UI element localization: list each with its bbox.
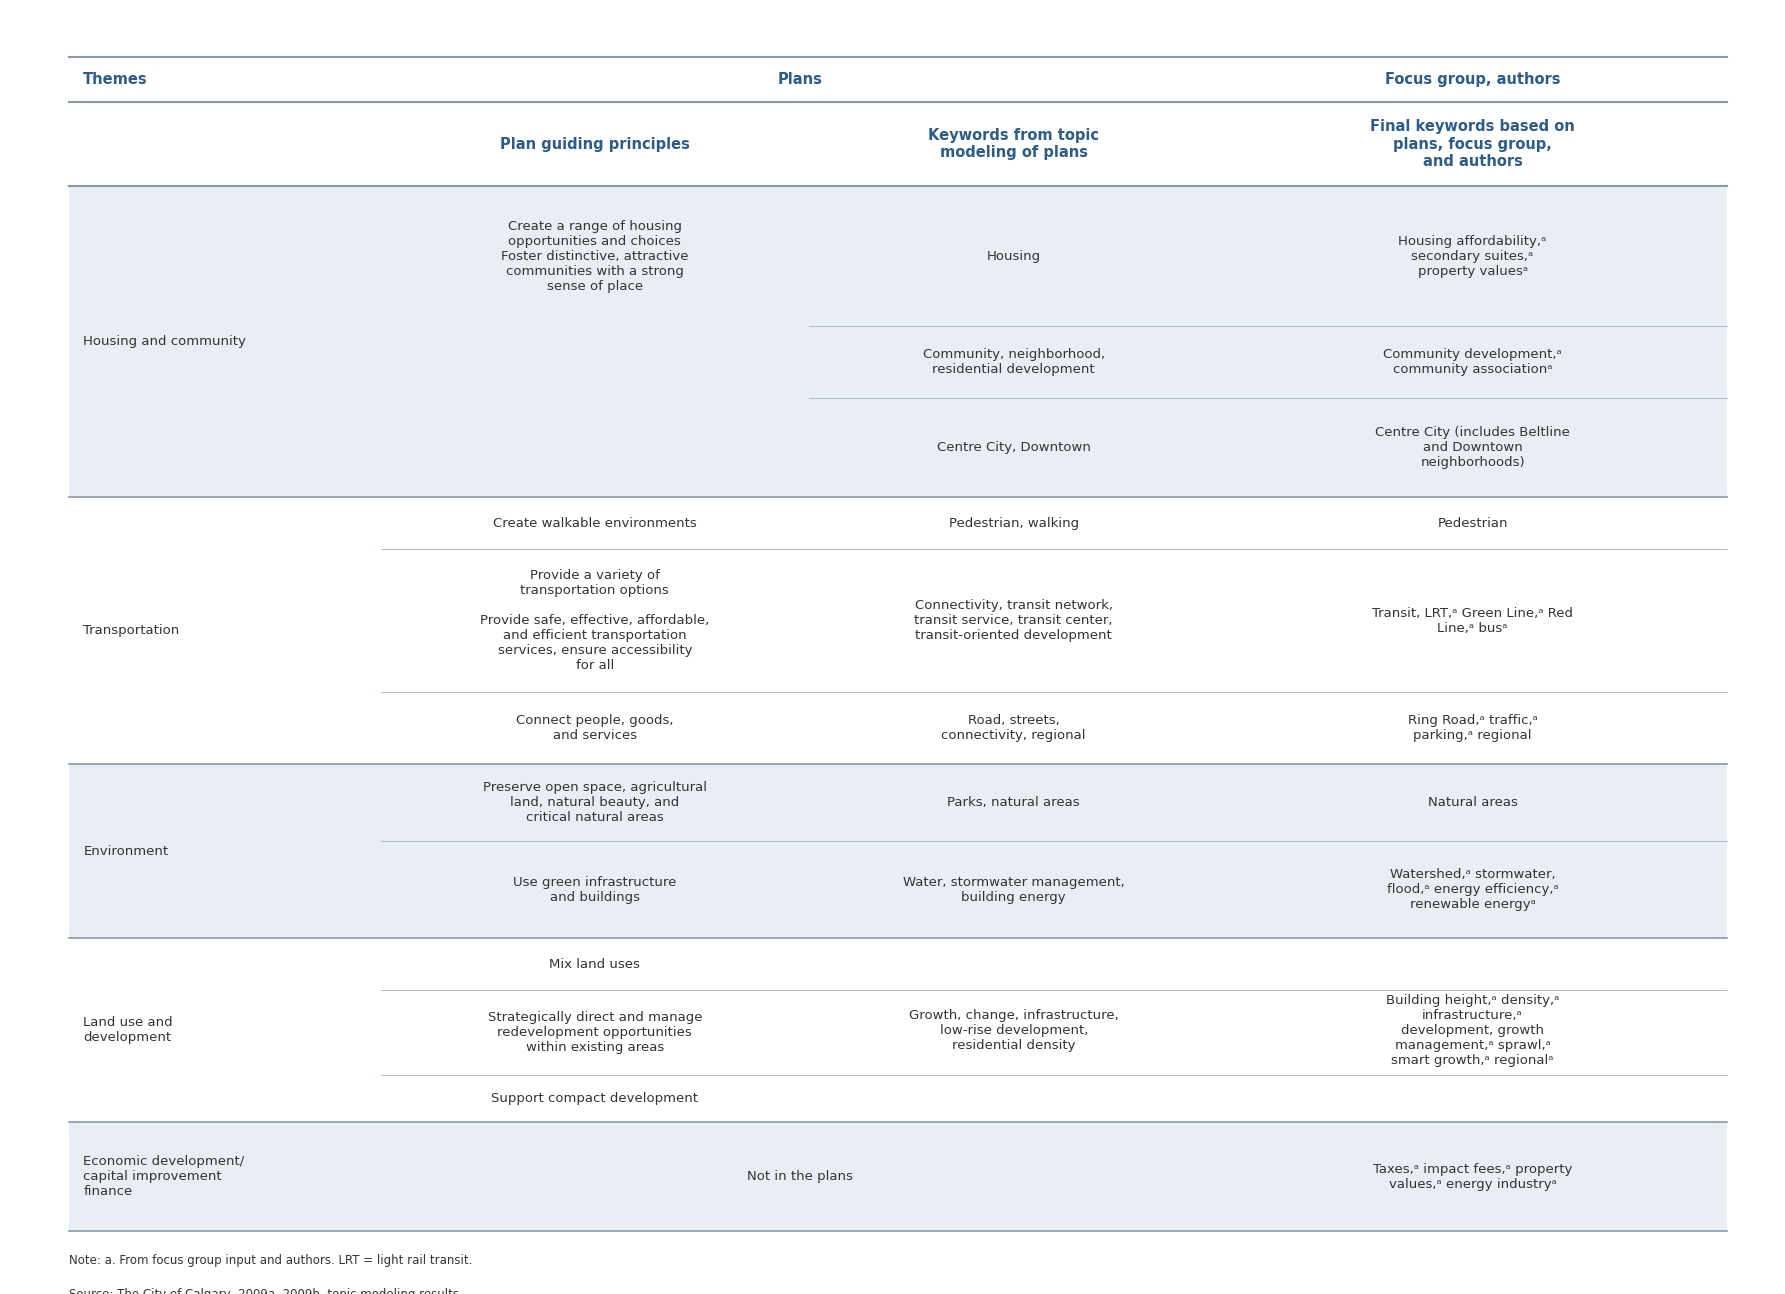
Text: Focus group, authors: Focus group, authors (1385, 72, 1560, 87)
Bar (380, 186, 809, 326)
Text: Transportation: Transportation (84, 624, 180, 637)
Bar (809, 1075, 1219, 1122)
Text: Connect people, goods,
and services: Connect people, goods, and services (516, 714, 673, 743)
Text: Watershed,ᵃ stormwater,
flood,ᵃ energy efficiency,ᵃ
renewable energyᵃ: Watershed,ᵃ stormwater, flood,ᵃ energy e… (1387, 868, 1558, 911)
Text: Ring Road,ᵃ traffic,ᵃ
parking,ᵃ regional: Ring Road,ᵃ traffic,ᵃ parking,ᵃ regional (1408, 714, 1537, 743)
Bar (809, 841, 1219, 938)
Bar (809, 186, 1219, 326)
Text: Housing and community: Housing and community (84, 335, 246, 348)
Bar (380, 326, 809, 397)
Text: Create walkable environments: Create walkable environments (493, 516, 696, 529)
Text: Pedestrian, walking: Pedestrian, walking (948, 516, 1078, 529)
Bar (70, 186, 380, 497)
Bar (809, 938, 1219, 990)
Text: Not in the plans: Not in the plans (746, 1170, 853, 1183)
Bar (1219, 1075, 1726, 1122)
Text: Strategically direct and manage
redevelopment opportunities
within existing area: Strategically direct and manage redevelo… (487, 1011, 702, 1055)
Text: Connectivity, transit network,
transit service, transit center,
transit-oriented: Connectivity, transit network, transit s… (914, 599, 1112, 642)
Text: Preserve open space, agricultural
land, natural beauty, and
critical natural are: Preserve open space, agricultural land, … (484, 782, 707, 824)
Bar (380, 497, 809, 549)
Text: Source: The City of Calgary, 2009a, 2009b, topic modeling results.: Source: The City of Calgary, 2009a, 2009… (70, 1289, 462, 1294)
Bar (809, 326, 1219, 397)
Bar (809, 497, 1219, 549)
Text: Environment: Environment (84, 845, 168, 858)
Bar (809, 990, 1219, 1075)
Text: Housing affordability,ᵃ
secondary suites,ᵃ
property valuesᵃ: Housing affordability,ᵃ secondary suites… (1398, 234, 1548, 278)
Bar (1219, 397, 1726, 497)
Bar (1219, 326, 1726, 397)
Text: Transit, LRT,ᵃ Green Line,ᵃ Red
Line,ᵃ busᵃ: Transit, LRT,ᵃ Green Line,ᵃ Red Line,ᵃ b… (1373, 607, 1573, 634)
Text: Plans: Plans (778, 72, 823, 87)
Text: Parks, natural areas: Parks, natural areas (948, 796, 1080, 809)
Text: Housing: Housing (987, 250, 1041, 263)
Text: Mix land uses: Mix land uses (550, 958, 641, 970)
Bar (70, 57, 1726, 102)
Text: Keywords from topic
modeling of plans: Keywords from topic modeling of plans (928, 128, 1100, 160)
Text: Centre City (includes Beltline
and Downtown
neighborhoods): Centre City (includes Beltline and Downt… (1374, 426, 1571, 468)
Bar (1219, 938, 1726, 990)
Text: Note: a. From focus group input and authors. LRT = light rail transit.: Note: a. From focus group input and auth… (70, 1254, 473, 1267)
Bar (1219, 692, 1726, 765)
Bar (380, 549, 809, 692)
Text: Provide a variety of
transportation options

Provide safe, effective, affordable: Provide a variety of transportation opti… (480, 569, 709, 672)
Bar (1219, 765, 1726, 841)
Bar (1219, 1122, 1726, 1232)
Text: Final keywords based on
plans, focus group,
and authors: Final keywords based on plans, focus gro… (1371, 119, 1574, 170)
Bar (809, 1122, 1219, 1232)
Bar (809, 397, 1219, 497)
Text: Create a range of housing
opportunities and choices
Foster distinctive, attracti: Create a range of housing opportunities … (502, 220, 689, 292)
Bar (380, 765, 809, 841)
Text: Support compact development: Support compact development (491, 1092, 698, 1105)
Text: Building height,ᵃ density,ᵃ
infrastructure,ᵃ
development, growth
management,ᵃ sp: Building height,ᵃ density,ᵃ infrastructu… (1385, 994, 1560, 1066)
Text: Community, neighborhood,
residential development: Community, neighborhood, residential dev… (923, 348, 1105, 375)
Bar (70, 1122, 380, 1232)
Bar (380, 841, 809, 938)
Bar (70, 765, 380, 938)
Text: Themes: Themes (84, 72, 148, 87)
Bar (70, 938, 380, 1122)
Text: Community development,ᵃ
community associationᵃ: Community development,ᵃ community associ… (1383, 348, 1562, 375)
Bar (1219, 549, 1726, 692)
Text: Plan guiding principles: Plan guiding principles (500, 137, 689, 151)
Bar (809, 765, 1219, 841)
Bar (1219, 990, 1726, 1075)
Bar (380, 938, 809, 990)
Bar (380, 1075, 809, 1122)
Bar (1219, 497, 1726, 549)
Text: Use green infrastructure
and buildings: Use green infrastructure and buildings (512, 876, 677, 903)
Bar (380, 1122, 809, 1232)
Bar (380, 692, 809, 765)
Text: Growth, change, infrastructure,
low-rise development,
residential density: Growth, change, infrastructure, low-rise… (909, 1008, 1119, 1052)
Bar (380, 990, 809, 1075)
Text: Taxes,ᵃ impact fees,ᵃ property
values,ᵃ energy industryᵃ: Taxes,ᵃ impact fees,ᵃ property values,ᵃ … (1373, 1162, 1573, 1190)
Text: Water, stormwater management,
building energy: Water, stormwater management, building e… (903, 876, 1125, 903)
Bar (1219, 841, 1726, 938)
Text: Centre City, Downtown: Centre City, Downtown (937, 441, 1091, 454)
Bar (1219, 186, 1726, 326)
Text: Pedestrian: Pedestrian (1437, 516, 1508, 529)
Text: Economic development/
capital improvement
finance: Economic development/ capital improvemen… (84, 1156, 245, 1198)
Text: Land use and
development: Land use and development (84, 1016, 173, 1044)
Bar (809, 692, 1219, 765)
Bar (70, 497, 380, 765)
Bar (380, 397, 809, 497)
Text: Road, streets,
connectivity, regional: Road, streets, connectivity, regional (941, 714, 1085, 743)
Bar (809, 549, 1219, 692)
Bar (70, 102, 1726, 186)
Text: Natural areas: Natural areas (1428, 796, 1517, 809)
